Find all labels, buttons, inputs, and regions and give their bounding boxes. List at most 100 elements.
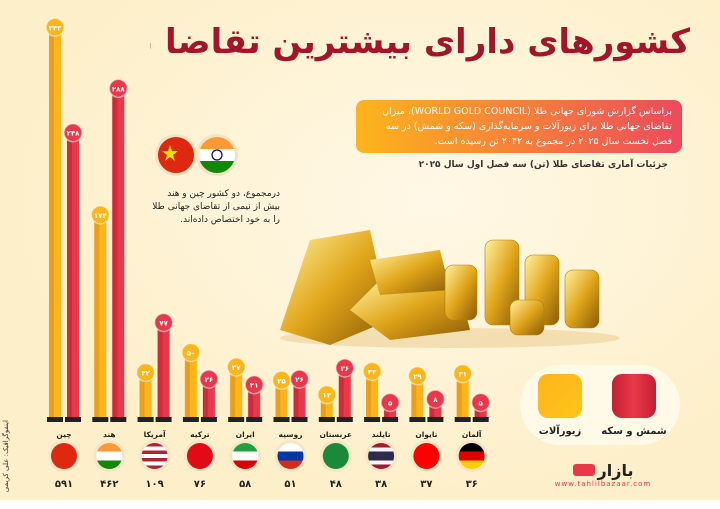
bar-base: [92, 417, 109, 422]
legend: زیورآلات شمش و سکه: [520, 365, 680, 445]
china-flag-icon: [51, 443, 77, 469]
total-label: ۴۸: [330, 479, 342, 490]
bar-base: [364, 417, 381, 422]
legend-label-jewelry: زیورآلات: [538, 426, 582, 437]
legend-label-bars-coins: شمش و سکه: [601, 426, 667, 437]
country-label: روسیه: [279, 430, 303, 439]
total-label: ۳۷: [420, 479, 432, 490]
russia-flag-icon: [277, 443, 304, 469]
bar-shade: [49, 27, 54, 421]
bar-shade: [248, 384, 254, 420]
total-label: ۷۶: [194, 479, 206, 490]
bar-base: [382, 417, 399, 422]
legend-swatch-jewelry: [538, 374, 582, 418]
country-label: هند: [103, 430, 116, 439]
value-label: ۳۷: [232, 364, 241, 372]
iran-flag-icon: [232, 443, 259, 469]
bar-base: [137, 417, 154, 422]
total-label: ۵۹۱: [55, 479, 73, 490]
bar-base: [273, 417, 290, 422]
logo-url: www.tahlilbazaar.com: [554, 480, 652, 488]
value-label: ۲۸۸: [112, 85, 126, 93]
bar-shade: [67, 132, 72, 420]
usa-flag-icon: [141, 443, 168, 469]
value-label: ۷۷: [159, 320, 168, 328]
total-label: ۵۱: [284, 479, 296, 490]
bar-base: [427, 417, 444, 422]
value-label: ۱۲: [323, 392, 332, 400]
country-label: تایلند: [372, 430, 391, 439]
logo: بازار www.tahlilbazaar.com: [548, 462, 658, 489]
value-label: ۳۱: [458, 371, 467, 379]
value-ball: [289, 369, 310, 389]
china-flag-icon: [155, 134, 197, 176]
bar-base: [228, 417, 245, 422]
value-label: ۳۴۳: [49, 24, 63, 32]
bar-shade: [139, 372, 145, 420]
bar-base: [200, 417, 217, 422]
bar-shade: [429, 399, 435, 420]
bar-base: [155, 417, 172, 422]
bar-base: [182, 417, 199, 422]
country-label: چین: [56, 430, 71, 439]
bar-shade: [320, 394, 326, 420]
value-ball: [317, 384, 337, 405]
value-ball: [452, 363, 473, 384]
bar-base: [318, 417, 335, 422]
value-ball: [199, 369, 219, 389]
total-label: ۵۸: [239, 479, 251, 490]
value-ball: [407, 366, 428, 386]
bar-base: [110, 417, 127, 422]
value-label: ۵: [479, 399, 484, 407]
bar-shade: [157, 322, 163, 420]
bar-base: [336, 417, 353, 422]
value-ball: [226, 357, 246, 377]
saudi-arabia-flag-icon: [322, 443, 349, 469]
value-ball: [153, 312, 174, 333]
bar-shade: [338, 368, 344, 420]
bar-base: [246, 417, 263, 422]
bar-shade: [112, 88, 118, 420]
page-title: کشورهای دارای بیشترین تقاضا برای طلا: [150, 22, 690, 62]
value-ball: [63, 122, 83, 143]
value-label: ۱۷۴: [94, 212, 108, 220]
turkey-flag-icon: [186, 443, 213, 469]
bar-shade: [230, 366, 236, 420]
value-label: ۲۴۸: [67, 130, 81, 138]
credit: اینفوگرافیک: علی کریمی: [2, 420, 10, 493]
bar-base: [409, 417, 426, 422]
value-ball: [45, 17, 65, 38]
value-label: ۳۶: [341, 365, 350, 373]
country-label: ترکیه: [190, 430, 210, 439]
gold-bars-and-coins-illustration: [280, 230, 620, 348]
thailand-flag-icon: [368, 443, 395, 469]
bar-base: [47, 417, 63, 422]
demand-bar-chart: ۳۴۳ ۲۴۸ چین ۵۹۱ ۱۷۴ ۲۸۸ هند ۴۶۲ ۳۲ ۷۷ آمریکا ۱۰۹ ۵۰ ۲…: [45, 17, 491, 490]
value-label: ۲۶: [295, 376, 304, 384]
value-label: ۲۹: [413, 373, 422, 381]
value-label: ۸: [433, 396, 438, 404]
taiwan-flag-icon: [413, 443, 440, 469]
total-label: ۱۰۹: [145, 479, 163, 490]
total-label: ۳۸: [375, 479, 387, 490]
india-flag-icon: [196, 134, 238, 176]
bar-base: [472, 417, 489, 422]
value-ball: [425, 389, 446, 409]
bar-shade: [366, 371, 372, 420]
chart-title: جزئیات آماری تقاضای طلا (تن) سه فصل اول …: [418, 160, 668, 170]
logo-name: بازار: [597, 461, 634, 480]
value-label: ۲۵: [277, 377, 286, 385]
bar-shade: [293, 379, 299, 420]
legend-swatch-bars-coins: [612, 374, 656, 418]
value-ball: [380, 392, 400, 413]
info-column: براساس گزارش شورای جهانی طلا (WORLD GOLD…: [356, 100, 682, 171]
bar-shade: [184, 352, 190, 420]
value-label: ۳۲: [141, 369, 150, 377]
value-label: ۲۶: [205, 376, 214, 384]
bar-base: [65, 417, 81, 422]
value-ball: [108, 78, 129, 99]
china-india-note: درمجموع، دو کشور چین و هند بیش از نیمی ا…: [152, 189, 280, 225]
bar-shade: [411, 375, 417, 420]
value-ball: [335, 358, 355, 378]
